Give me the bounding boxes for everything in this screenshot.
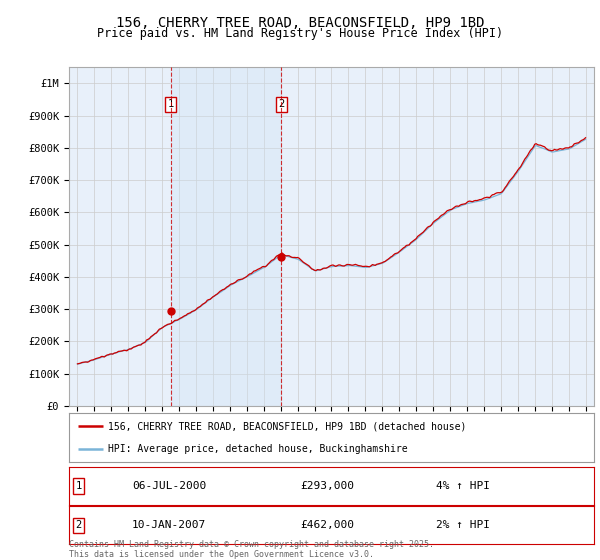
Text: 4% ↑ HPI: 4% ↑ HPI [437, 481, 491, 491]
Text: £462,000: £462,000 [300, 520, 354, 530]
Bar [170, 67, 281, 406]
Text: 2% ↑ HPI: 2% ↑ HPI [437, 520, 491, 530]
Text: Price paid vs. HM Land Registry's House Price Index (HPI): Price paid vs. HM Land Registry's House … [97, 27, 503, 40]
Text: 10-JAN-2007: 10-JAN-2007 [132, 520, 206, 530]
Text: 2: 2 [278, 99, 284, 109]
Text: HPI: Average price, detached house, Buckinghamshire: HPI: Average price, detached house, Buck… [109, 444, 408, 454]
Text: 1: 1 [167, 99, 174, 109]
Text: 06-JUL-2000: 06-JUL-2000 [132, 481, 206, 491]
Text: 2: 2 [76, 520, 82, 530]
Text: £293,000: £293,000 [300, 481, 354, 491]
Text: 156, CHERRY TREE ROAD, BEACONSFIELD, HP9 1BD: 156, CHERRY TREE ROAD, BEACONSFIELD, HP9… [116, 16, 484, 30]
Text: Contains HM Land Registry data © Crown copyright and database right 2025.
This d: Contains HM Land Registry data © Crown c… [69, 540, 434, 559]
Text: 1: 1 [76, 481, 82, 491]
Text: 156, CHERRY TREE ROAD, BEACONSFIELD, HP9 1BD (detached house): 156, CHERRY TREE ROAD, BEACONSFIELD, HP9… [109, 421, 467, 431]
